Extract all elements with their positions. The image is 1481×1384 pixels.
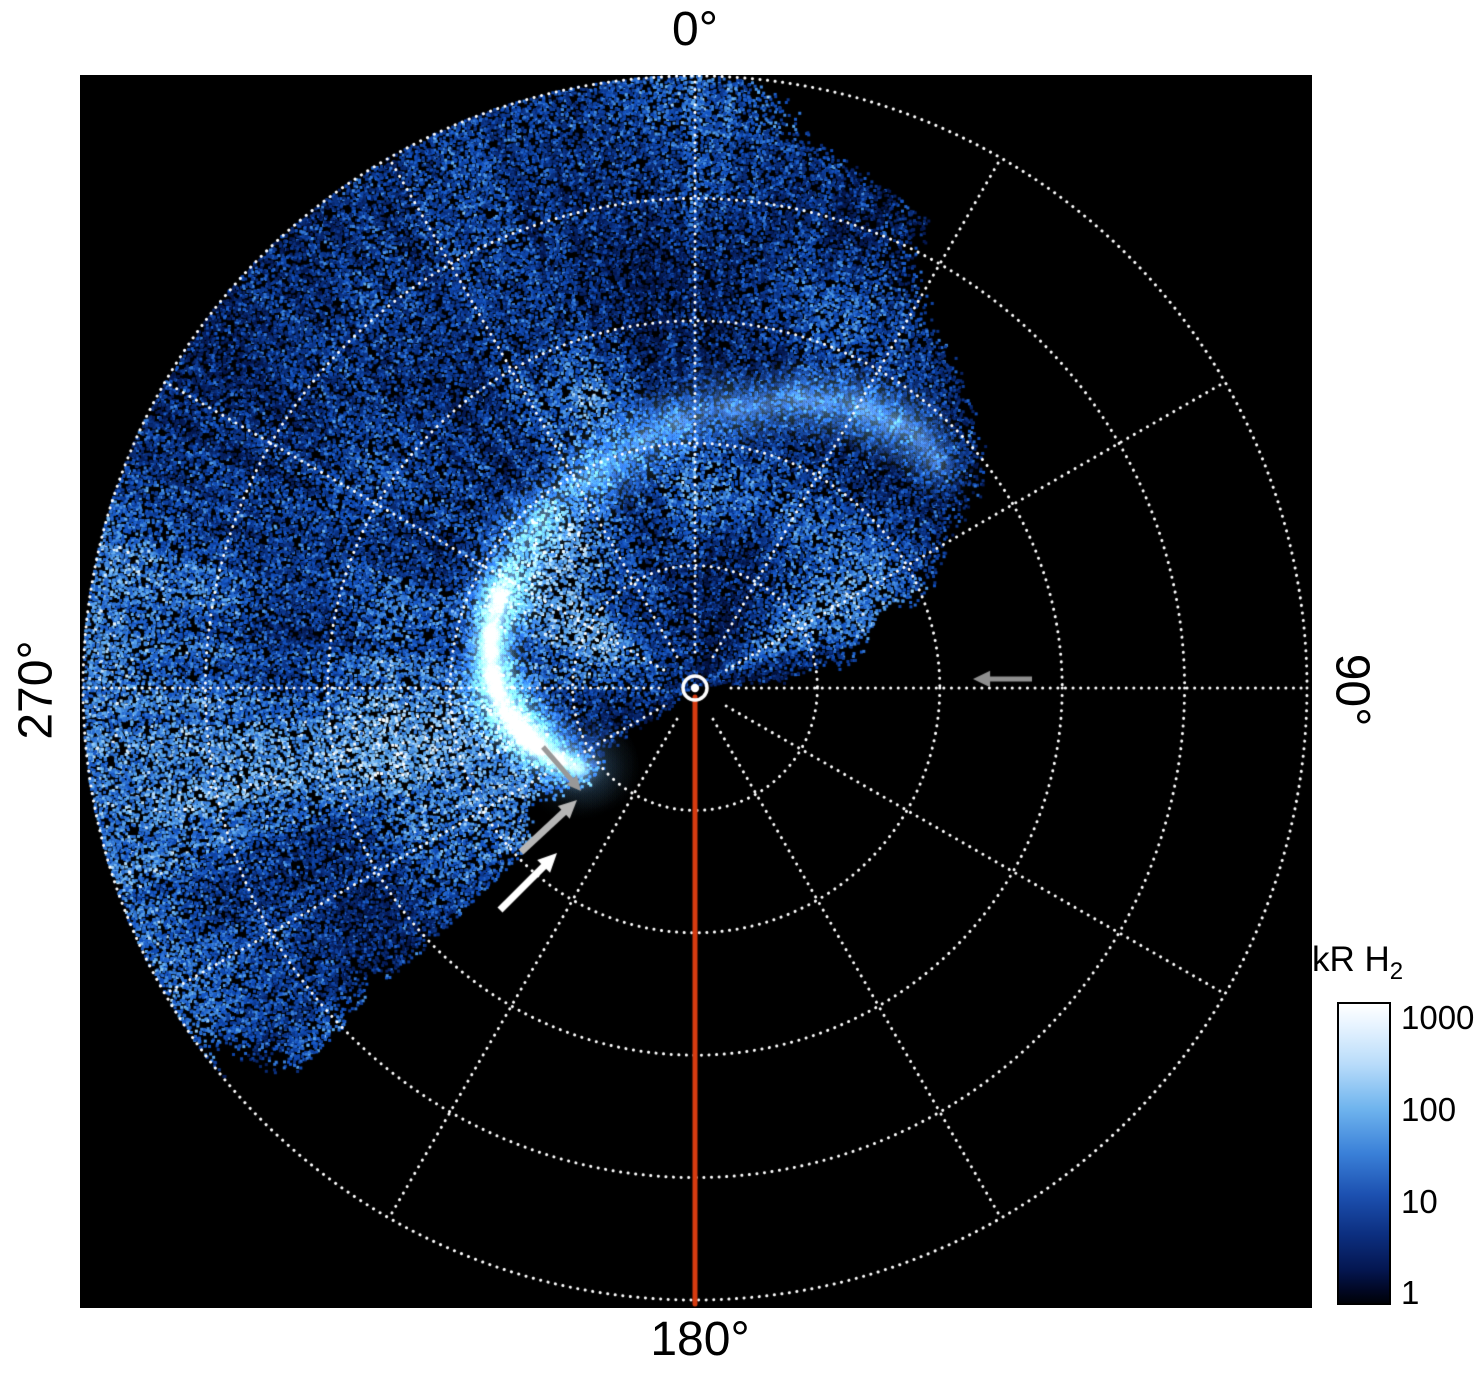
colorbar-tick-10: 10: [1401, 1183, 1438, 1220]
colorbar-title-sub: 2: [1389, 958, 1404, 985]
polar-plot-area: [80, 75, 1312, 1308]
colorbar-tick-1000: 1000: [1401, 999, 1475, 1036]
angle-label-90: 90°: [1325, 653, 1379, 727]
angle-label-0: 0°: [672, 3, 718, 56]
colorbar-tick-1: 1: [1401, 1274, 1420, 1311]
colorbar-title-main: kR H: [1312, 940, 1390, 979]
colorbar-gradient: [1337, 1002, 1391, 1305]
angle-label-270: 270°: [9, 640, 63, 740]
angle-label-180: 180°: [650, 1313, 750, 1366]
colorbar-tick-100: 100: [1401, 1091, 1457, 1128]
colorbar-title: kR H2: [1312, 940, 1403, 986]
aurora-map-canvas: [80, 75, 1312, 1308]
